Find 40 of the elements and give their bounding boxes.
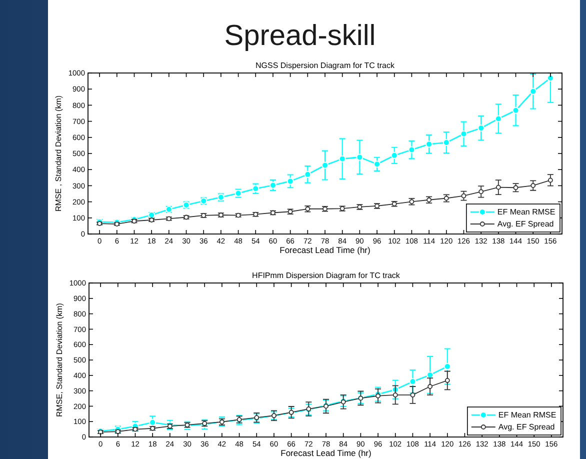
point <box>548 178 553 183</box>
point <box>338 155 346 162</box>
point <box>478 189 484 194</box>
x-axis-title: Forecast Lead Time (hr) <box>280 448 372 458</box>
point <box>408 146 416 154</box>
point <box>546 74 554 82</box>
point <box>374 160 381 168</box>
chart-title: Spread-skill <box>224 20 376 52</box>
chart-title: HFIPmm Dispersion Diagram for TC track <box>252 271 401 280</box>
point <box>494 115 502 122</box>
point <box>426 140 433 148</box>
point <box>460 130 468 138</box>
point <box>512 106 520 114</box>
point <box>392 392 398 398</box>
point <box>478 124 485 132</box>
point <box>426 371 434 378</box>
point <box>376 393 380 398</box>
chart-subtitle: NGSS Dispersion Diagram for TC track <box>256 61 396 70</box>
x-axis-title: Forecast Lead Time (hr) <box>280 245 371 255</box>
legend-label: Avg. EF Spread <box>497 220 554 229</box>
point <box>444 362 451 370</box>
point <box>322 162 328 169</box>
point <box>409 378 416 386</box>
point <box>428 384 432 389</box>
legend-label: EF Mean RMSE <box>498 410 556 420</box>
point <box>269 182 276 189</box>
point <box>530 88 537 95</box>
point <box>390 152 398 159</box>
point <box>442 139 450 146</box>
point <box>496 184 501 190</box>
point <box>410 392 416 398</box>
legend-label: EF Mean RMSE <box>497 208 556 217</box>
point <box>444 378 450 383</box>
y-axis-title: RMSE , Standard Deviation (km) <box>54 95 63 212</box>
y-axis-title: RMSE, Standard Deviation (km) <box>55 302 64 417</box>
point <box>304 170 312 178</box>
point <box>356 154 364 161</box>
legend-label: Avg. EF Spread <box>498 422 555 432</box>
point <box>286 178 294 185</box>
point <box>149 418 156 426</box>
